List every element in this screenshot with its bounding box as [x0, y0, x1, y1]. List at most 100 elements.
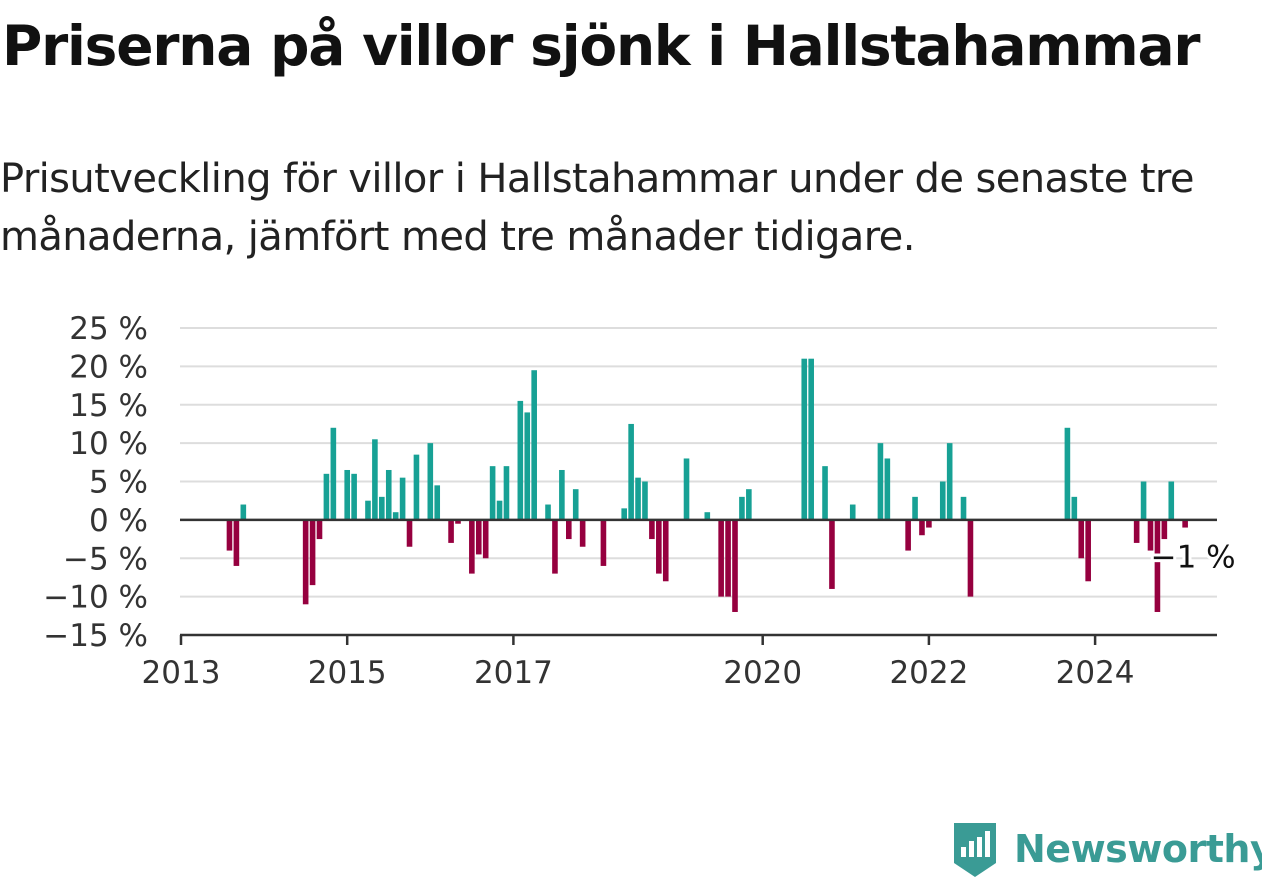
- bar: [316, 519, 323, 540]
- bar: [877, 443, 884, 520]
- bar: [718, 519, 724, 597]
- brand-name: Newsworthy: [1014, 827, 1262, 871]
- bar-chart: 25 %20 %15 %10 %5 %0 %−5 %−10 %−15 % 201…: [43, 311, 1239, 691]
- bar: [365, 500, 371, 520]
- bar: [545, 504, 551, 520]
- bar: [725, 519, 731, 597]
- bar: [628, 423, 634, 520]
- bar: [399, 477, 406, 520]
- bar: [427, 443, 434, 520]
- bar: [448, 519, 454, 543]
- bar: [732, 519, 738, 612]
- bar: [344, 469, 350, 520]
- y-tick-label: 0 %: [89, 503, 148, 539]
- bar: [808, 358, 814, 520]
- bar: [1147, 519, 1154, 551]
- bar: [683, 458, 690, 520]
- bar: [552, 519, 558, 574]
- bar: [413, 454, 420, 520]
- bar: [1064, 427, 1071, 520]
- bar: [822, 466, 828, 520]
- bar: [517, 400, 524, 520]
- bar: [406, 519, 413, 547]
- bar: [642, 481, 648, 520]
- bar: [849, 504, 856, 520]
- chart-subtitle: Prisutveckling för villor i Hallstahamma…: [0, 156, 1194, 260]
- bar: [926, 519, 932, 528]
- bar: [385, 469, 392, 520]
- bar: [1182, 519, 1188, 528]
- bar: [704, 512, 711, 520]
- bar: [801, 358, 808, 520]
- y-tick-label: −5 %: [63, 541, 148, 577]
- bar: [233, 519, 240, 566]
- bar: [1161, 519, 1168, 540]
- bar: [1140, 481, 1147, 520]
- bar: [967, 519, 974, 597]
- bar: [226, 519, 233, 551]
- bar: [469, 519, 475, 574]
- bar: [746, 489, 752, 520]
- bar: [946, 443, 953, 520]
- bar: [662, 519, 669, 582]
- bars: [226, 358, 1188, 612]
- x-tick-label: 2024: [1056, 655, 1135, 691]
- bar: [884, 458, 891, 520]
- chart-title: Priserna på villor sjönk i Hallstahammar: [2, 14, 1201, 78]
- bar: [372, 439, 378, 520]
- bar: [649, 519, 655, 540]
- bar: [656, 519, 662, 574]
- bar: [351, 473, 357, 520]
- bar: [240, 504, 247, 520]
- bar: [379, 496, 385, 520]
- bar: [531, 370, 537, 520]
- y-tick-label: −15 %: [43, 618, 148, 654]
- y-tick-label: 10 %: [69, 426, 148, 462]
- y-tick-label: −10 %: [43, 580, 148, 616]
- y-tick-label: 15 %: [69, 388, 148, 424]
- bar: [1078, 519, 1085, 559]
- bar: [621, 508, 627, 520]
- bar: [960, 496, 967, 520]
- x-tick-label: 2013: [142, 655, 221, 691]
- y-tick-label: 5 %: [89, 465, 148, 501]
- bar: [600, 519, 607, 566]
- bar: [905, 519, 911, 551]
- x-tick-label: 2020: [723, 655, 802, 691]
- bar: [302, 519, 309, 605]
- bar: [1154, 519, 1161, 612]
- bar: [1085, 519, 1091, 582]
- annotation: −1 %: [1148, 537, 1239, 579]
- bar: [1168, 481, 1175, 520]
- bar: [475, 519, 482, 555]
- bar: [559, 469, 565, 520]
- x-tick-label: 2022: [889, 655, 968, 691]
- bar: [330, 427, 337, 520]
- bar: [739, 496, 745, 520]
- bar: [635, 477, 641, 520]
- newsworthy-logo: Newsworthy: [950, 818, 1262, 880]
- bar: [1071, 496, 1078, 520]
- bar: [434, 485, 441, 520]
- bar: [939, 481, 946, 520]
- bar: [566, 519, 572, 540]
- x-tick-label: 2017: [474, 655, 553, 691]
- bar: [572, 489, 579, 520]
- y-axis-tick-labels: 25 %20 %15 %10 %5 %0 %−5 %−10 %−15 %: [43, 311, 148, 654]
- bar: [496, 500, 503, 520]
- annotation-label: −1 %: [1151, 540, 1236, 576]
- bar: [524, 412, 531, 520]
- bar: [309, 519, 316, 586]
- bar: [579, 519, 586, 547]
- bar: [323, 473, 330, 520]
- bar: [829, 519, 835, 589]
- x-tick-label: 2015: [308, 655, 387, 691]
- bar: [1133, 519, 1140, 543]
- bar: [455, 519, 461, 524]
- newsworthy-logo-icon: [954, 823, 996, 877]
- bar: [503, 466, 510, 520]
- bar: [392, 512, 399, 520]
- bar: [482, 519, 489, 559]
- y-tick-label: 25 %: [69, 311, 148, 347]
- bar: [919, 519, 925, 536]
